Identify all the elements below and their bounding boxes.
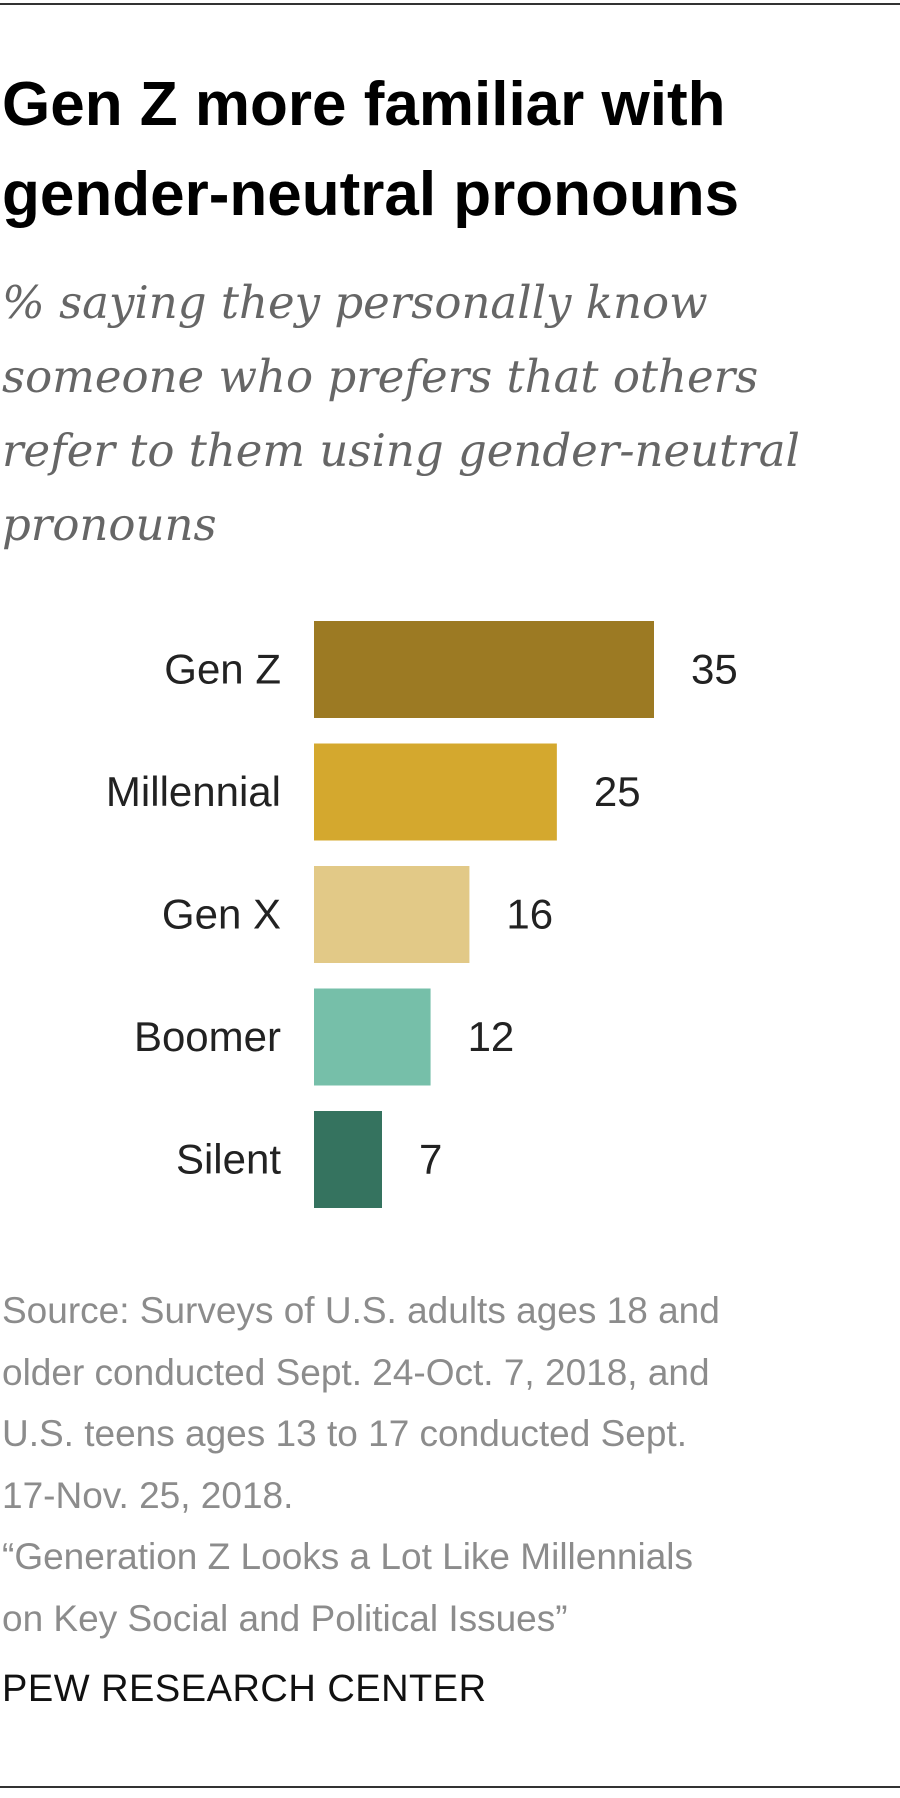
source-line: U.S. teens ages 13 to 17 conducted Sept.: [2, 1413, 687, 1454]
source-line: older conducted Sept. 24-Oct. 7, 2018, a…: [2, 1351, 710, 1393]
data-label: 35: [691, 646, 738, 693]
chart-subtitle: % saying they personally know someone wh…: [2, 266, 882, 562]
bar: [314, 988, 431, 1086]
report-title-line: on Key Social and Political Issues”: [2, 1597, 568, 1639]
data-label: 25: [594, 768, 641, 815]
data-label: 16: [506, 891, 553, 938]
category-label: Gen X: [162, 891, 281, 938]
subtitle-line: someone who prefers that others: [2, 350, 759, 403]
bar: [314, 1111, 382, 1208]
source-line: Source: Surveys of U.S. adults ages 18 a…: [2, 1290, 720, 1331]
report-title-line: “Generation Z Looks a Lot Like Millennia…: [2, 1536, 694, 1577]
chart-title: Gen Z more familiar with gender-neutral …: [2, 60, 882, 240]
bar: [314, 743, 557, 841]
top-rule: [0, 3, 900, 5]
category-label: Boomer: [134, 1013, 281, 1060]
category-label: Millennial: [106, 768, 281, 815]
title-line: gender-neutral pronouns: [2, 160, 740, 229]
subtitle-line: refer to them using gender-neutral: [2, 424, 800, 477]
subtitle-line: % saying they personally know: [2, 276, 708, 329]
source-line: 17-Nov. 25, 2018.: [2, 1474, 294, 1516]
bar: [314, 621, 654, 718]
category-label: Silent: [176, 1136, 281, 1183]
bar: [314, 866, 470, 963]
bar-chart: Gen Z 35 Millennial 25 Gen X 16 Boomer 12 Silent…: [106, 621, 738, 1208]
subtitle-line: pronouns: [2, 498, 217, 551]
data-label: 12: [468, 1013, 515, 1060]
title-line: Gen Z more familiar with: [2, 70, 726, 139]
bottom-rule: [0, 1786, 900, 1788]
source-note: Source: Surveys of U.S. adults ages 18 a…: [2, 1280, 897, 1649]
brand-logo-text: PEW RESEARCH CENTER: [2, 1668, 487, 1710]
category-label: Gen Z: [164, 646, 281, 693]
data-label: 7: [419, 1136, 442, 1183]
